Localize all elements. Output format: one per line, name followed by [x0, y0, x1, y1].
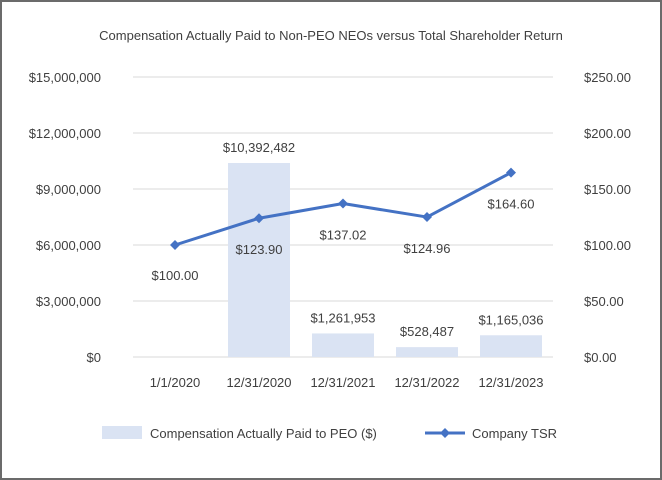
x-axis-tick-label: 12/31/2023: [478, 375, 543, 390]
legend-line-label: Company TSR: [472, 426, 557, 441]
tsr-data-label: $137.02: [320, 228, 367, 243]
bar-data-label: $1,165,036: [478, 312, 543, 327]
tsr-marker: [338, 198, 348, 209]
bar-data-label: $528,487: [400, 324, 454, 339]
tsr-data-label: $123.90: [236, 242, 283, 257]
left-axis-tick-label: $12,000,000: [29, 126, 101, 141]
right-axis-tick-label: $0.00: [584, 350, 617, 365]
right-axis-tick-label: $100.00: [584, 238, 631, 253]
tsr-marker: [422, 212, 432, 223]
right-axis-tick-label: $200.00: [584, 126, 631, 141]
bar: [480, 335, 542, 357]
tsr-data-label: $100.00: [152, 268, 199, 283]
left-axis-tick-label: $15,000,000: [29, 70, 101, 85]
x-axis-tick-label: 1/1/2020: [150, 375, 201, 390]
left-axis-tick-label: $0: [87, 350, 101, 365]
tsr-marker: [254, 213, 264, 224]
x-axis-tick-label: 12/31/2021: [310, 375, 375, 390]
tsr-data-label: $124.96: [404, 241, 451, 256]
legend-bar-swatch: [102, 426, 142, 439]
left-axis-tick-label: $9,000,000: [36, 182, 101, 197]
bar: [396, 347, 458, 357]
bar-data-label: $10,392,482: [223, 140, 295, 155]
x-axis-tick-label: 12/31/2020: [226, 375, 291, 390]
tsr-data-label: $164.60: [488, 197, 535, 212]
bar: [312, 333, 374, 357]
right-axis-tick-label: $50.00: [584, 294, 624, 309]
legend-line-marker: [440, 428, 450, 438]
right-axis-tick-label: $150.00: [584, 182, 631, 197]
right-axis-tick-label: $250.00: [584, 70, 631, 85]
tsr-marker: [170, 240, 180, 250]
tsr-marker: [506, 167, 516, 178]
legend-bar-label: Compensation Actually Paid to PEO ($): [150, 426, 377, 441]
bar: [228, 163, 290, 357]
left-axis-tick-label: $6,000,000: [36, 238, 101, 253]
left-axis-tick-label: $3,000,000: [36, 294, 101, 309]
chart-title: Compensation Actually Paid to Non-PEO NE…: [99, 28, 563, 43]
bar-data-label: $1,261,953: [310, 310, 375, 325]
x-axis-tick-label: 12/31/2022: [394, 375, 459, 390]
